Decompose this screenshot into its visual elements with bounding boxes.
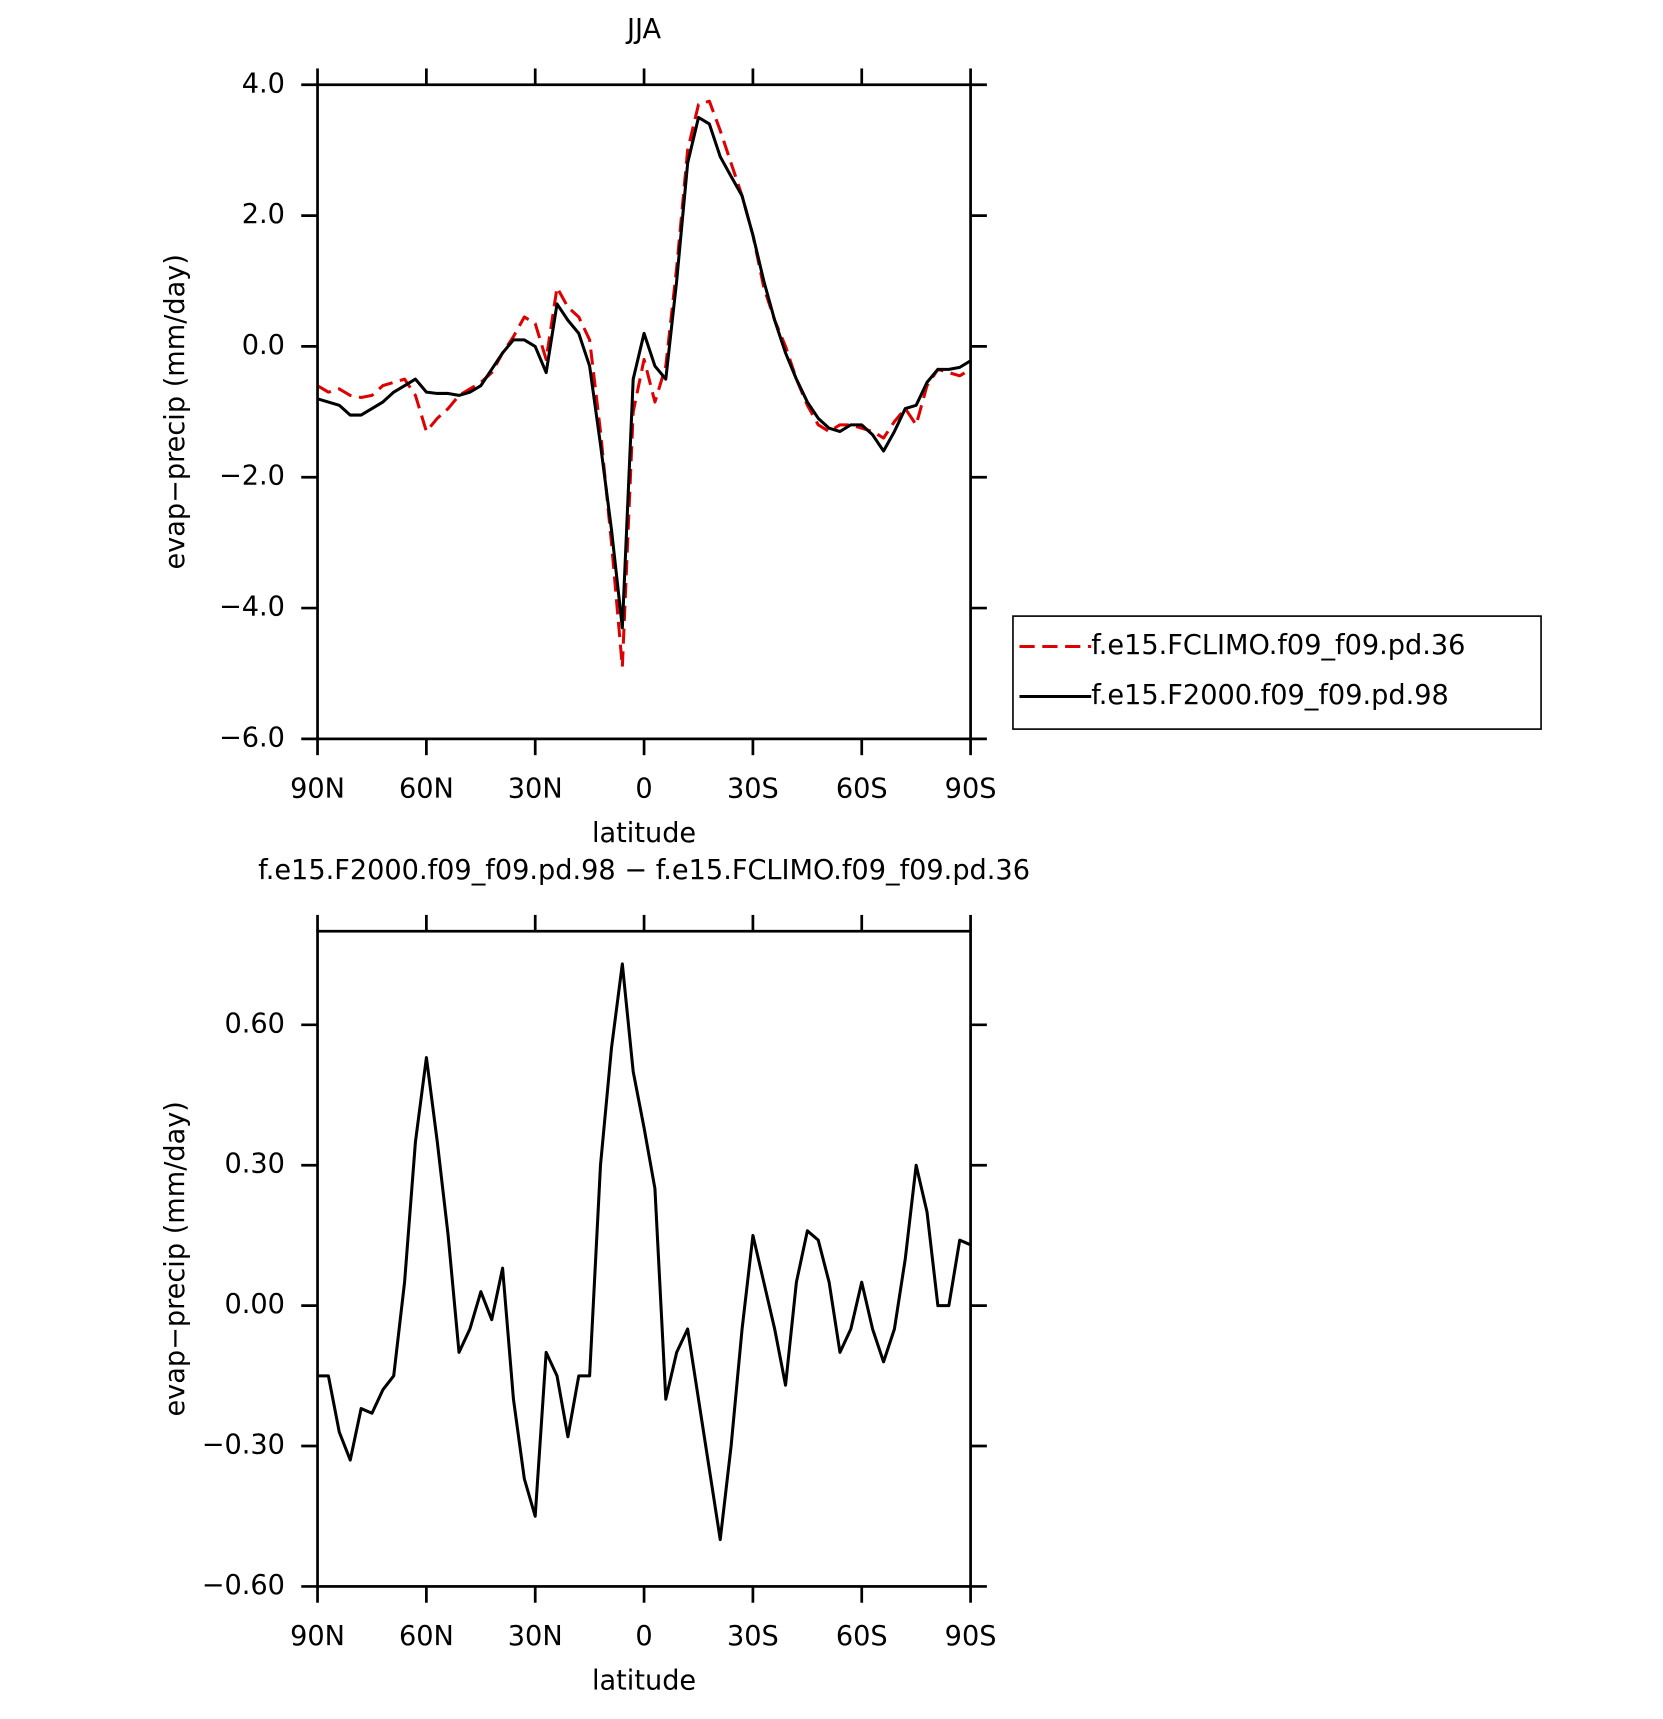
legend-box: [1012, 615, 1542, 730]
x-tick-label: 90N: [290, 773, 345, 804]
x-tick-label: 30N: [508, 773, 563, 804]
y-tick-label: 0.0: [242, 330, 285, 361]
y-tick-label: −2.0: [219, 461, 285, 492]
plot-frame: [316, 83, 972, 741]
line-series: [317, 115, 972, 630]
x-axis-label: latitude: [592, 818, 696, 849]
y-tick-label: −6.0: [219, 722, 285, 753]
line-series: [317, 962, 972, 1542]
x-tick-label: 60N: [399, 1621, 454, 1652]
x-tick-label: 30N: [508, 1621, 563, 1652]
x-tick-label: 90N: [290, 1621, 345, 1652]
plot-frame: [316, 929, 972, 1588]
y-tick-label: 0.60: [224, 1008, 284, 1039]
y-tick-label: 0.30: [224, 1149, 284, 1180]
y-tick-label: −0.30: [202, 1430, 285, 1461]
x-tick-label: 0: [635, 1621, 652, 1652]
y-tick-label: −4.0: [219, 592, 285, 623]
y-tick-label: −0.60: [202, 1570, 285, 1601]
y-tick-label: 4.0: [242, 68, 285, 99]
chart-title: JJA: [625, 14, 662, 45]
x-tick-label: 30S: [727, 773, 779, 804]
x-tick-label: 0: [635, 773, 652, 804]
y-tick-label: 2.0: [242, 199, 285, 230]
x-tick-label: 30S: [727, 1621, 779, 1652]
y-axis-label: evap−precip (mm/day): [160, 254, 191, 569]
line-series: [316, 99, 972, 669]
y-axis-label: evap−precip (mm/day): [160, 1101, 191, 1416]
y-tick-label: 0.00: [224, 1289, 284, 1320]
x-tick-label: 60S: [836, 773, 888, 804]
x-tick-label: 90S: [945, 1621, 997, 1652]
x-tick-label: 60N: [399, 773, 454, 804]
x-axis-label: latitude: [592, 1666, 696, 1697]
x-tick-label: 90S: [945, 773, 997, 804]
legend-label: f.e15.F2000.f09_f09.pd.98: [1091, 680, 1449, 711]
legend-label: f.e15.FCLIMO.f09_f09.pd.36: [1091, 630, 1465, 661]
x-tick-label: 60S: [836, 1621, 888, 1652]
chart-title: f.e15.F2000.f09_f09.pd.98 − f.e15.FCLIMO…: [258, 855, 1030, 886]
